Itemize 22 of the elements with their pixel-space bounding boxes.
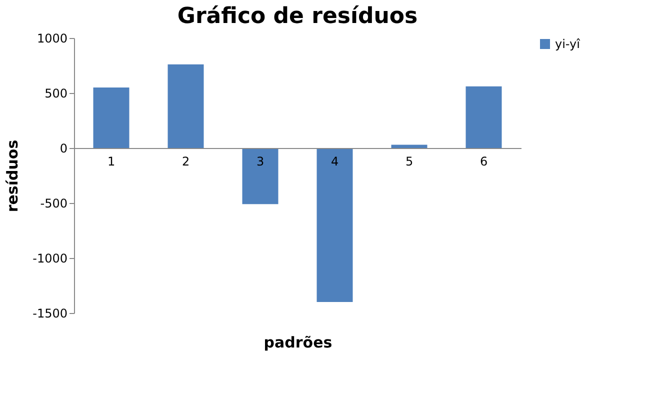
x-tick-label: 6 bbox=[480, 154, 488, 168]
x-tick-label: 1 bbox=[107, 154, 116, 168]
y-tick-label: -500 bbox=[40, 196, 68, 210]
y-tick-label: 500 bbox=[44, 86, 68, 100]
y-tick-label: 1000 bbox=[36, 32, 68, 46]
legend-label: yi-yî bbox=[555, 37, 581, 51]
y-tick-label: -1500 bbox=[32, 306, 68, 320]
chart-title: Gráfico de resíduos bbox=[177, 4, 418, 29]
y-tick-label: 0 bbox=[60, 142, 68, 156]
x-tick-label: 3 bbox=[256, 154, 264, 168]
x-tick-label: 4 bbox=[330, 154, 339, 168]
bar bbox=[316, 148, 353, 302]
bar bbox=[168, 64, 204, 148]
x-tick-label: 5 bbox=[405, 154, 414, 168]
bar bbox=[466, 86, 502, 148]
x-tick-label: 2 bbox=[182, 154, 190, 168]
y-tick-label: -1000 bbox=[32, 252, 68, 266]
bar bbox=[391, 144, 428, 148]
y-axis-title: resíduos bbox=[4, 140, 22, 212]
x-axis-title: padrões bbox=[264, 334, 332, 352]
bar bbox=[93, 88, 130, 148]
bar bbox=[242, 148, 278, 204]
